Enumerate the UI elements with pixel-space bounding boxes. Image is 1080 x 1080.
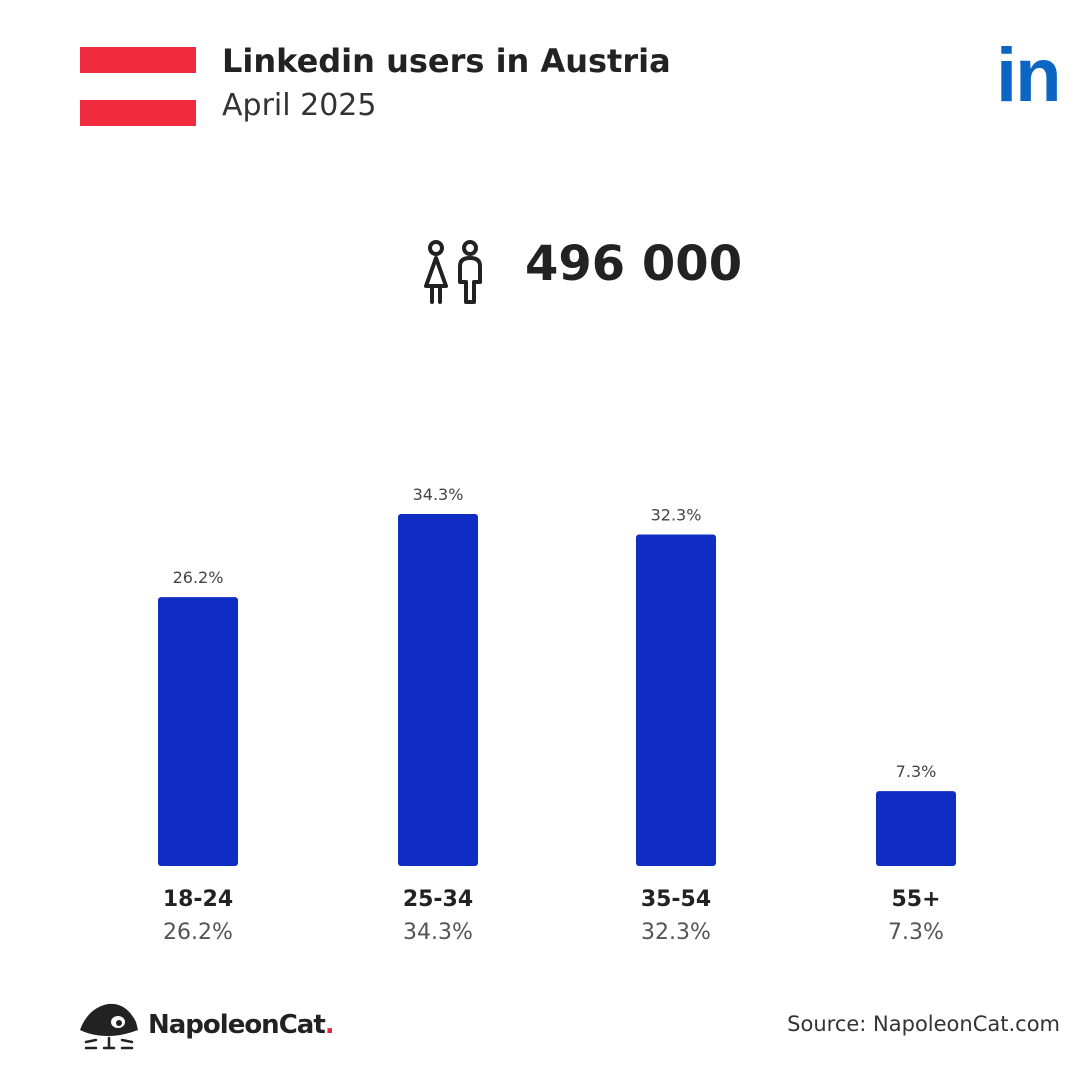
flag-stripe-middle (80, 73, 196, 100)
bar-18-24 (158, 597, 238, 866)
brand-name-dot: . (324, 1010, 335, 1040)
category-percent-label: 26.2% (163, 920, 233, 945)
chart-title: Linkedin users in Austria (222, 42, 671, 80)
users-icon (424, 240, 482, 304)
bar-35-54 (636, 534, 716, 866)
x-tick-label: 18-24 (163, 887, 233, 912)
flag-stripe-bottom (80, 99, 196, 126)
bar-value-label: 26.2% (173, 568, 224, 587)
chart-date: April 2025 (222, 88, 377, 123)
flag-stripe-top (80, 47, 196, 74)
category-percent-label: 7.3% (888, 920, 944, 945)
napoleoncat-logo-icon (80, 1003, 138, 1050)
bar-25-34 (398, 514, 478, 866)
x-tick-label: 55+ (891, 887, 940, 912)
bar-value-label: 34.3% (413, 485, 464, 504)
source-credit: Source: NapoleonCat.com (787, 1012, 1060, 1036)
bar-value-label: 32.3% (651, 506, 702, 525)
total-users-value: 496 000 (525, 236, 743, 292)
bar-value-label: 7.3% (896, 762, 937, 781)
x-tick-label: 35-54 (641, 887, 711, 912)
austria-flag-icon (80, 47, 196, 126)
x-tick-label: 25-34 (403, 887, 473, 912)
brand-name-text: NapoleonCat (148, 1010, 326, 1040)
linkedin-logo-icon: in (996, 33, 1062, 118)
brand-name: NapoleonCat. (148, 1010, 335, 1040)
category-percent-label: 34.3% (403, 920, 473, 945)
category-percent-label: 32.3% (641, 920, 711, 945)
bar-55+ (876, 791, 956, 866)
